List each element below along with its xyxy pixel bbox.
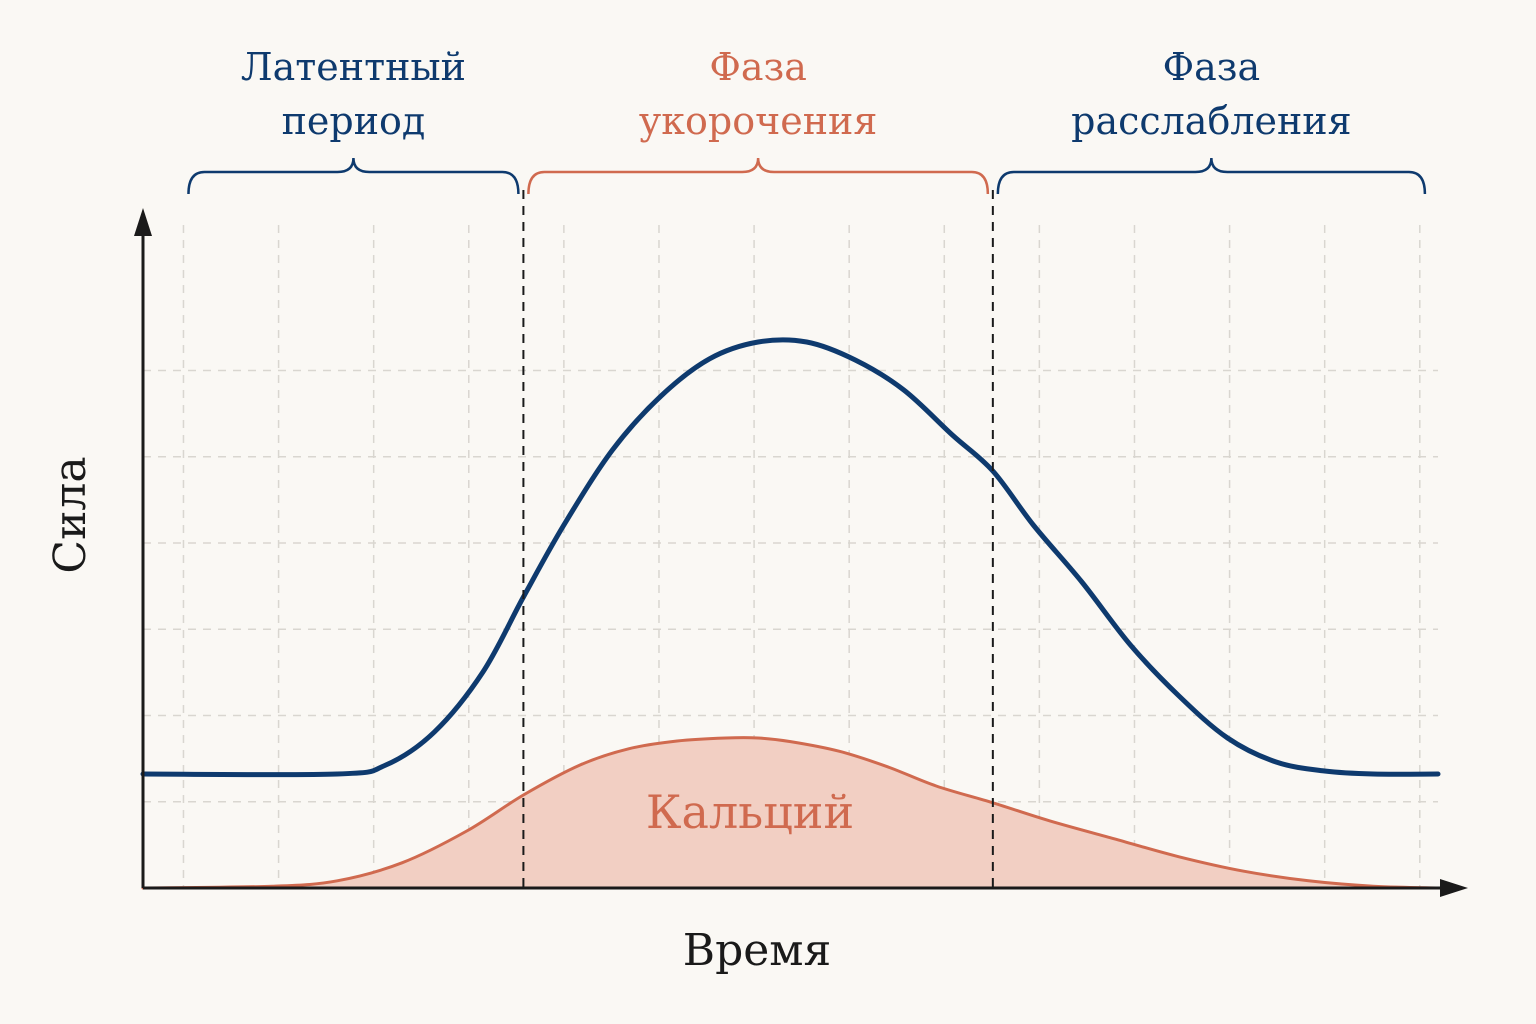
phase-boundaries	[522, 190, 994, 888]
phase-label-2-line2: расслабления	[1071, 99, 1351, 143]
force-curve	[140, 337, 1441, 778]
x-axis-arrow	[1440, 879, 1468, 897]
y-axis-arrow	[134, 208, 152, 236]
phase-brackets: Латентный период Фаза укорочения Фаза расслаб…	[187, 45, 1427, 195]
phase-label-1-line1: Фаза	[709, 45, 807, 89]
phase-bracket-1	[527, 157, 990, 195]
calcium-curve	[141, 736, 1440, 890]
phase-label-2-line1: Фаза	[1163, 45, 1261, 89]
calcium-area	[143, 737, 1438, 888]
calcium-label: Кальций	[646, 785, 854, 839]
phase-bracket-2	[996, 157, 1427, 195]
x-axis-title: Время	[683, 925, 832, 976]
axes	[134, 208, 1468, 897]
series: Кальций	[140, 337, 1441, 890]
y-axis-title: Сила	[45, 456, 96, 573]
phase-bracket-0	[187, 157, 520, 195]
phase-label-0-line1: Латентный	[241, 45, 466, 89]
phase-label-1-line2: укорочения	[639, 99, 877, 143]
phase-label-0-line2: период	[282, 99, 426, 143]
